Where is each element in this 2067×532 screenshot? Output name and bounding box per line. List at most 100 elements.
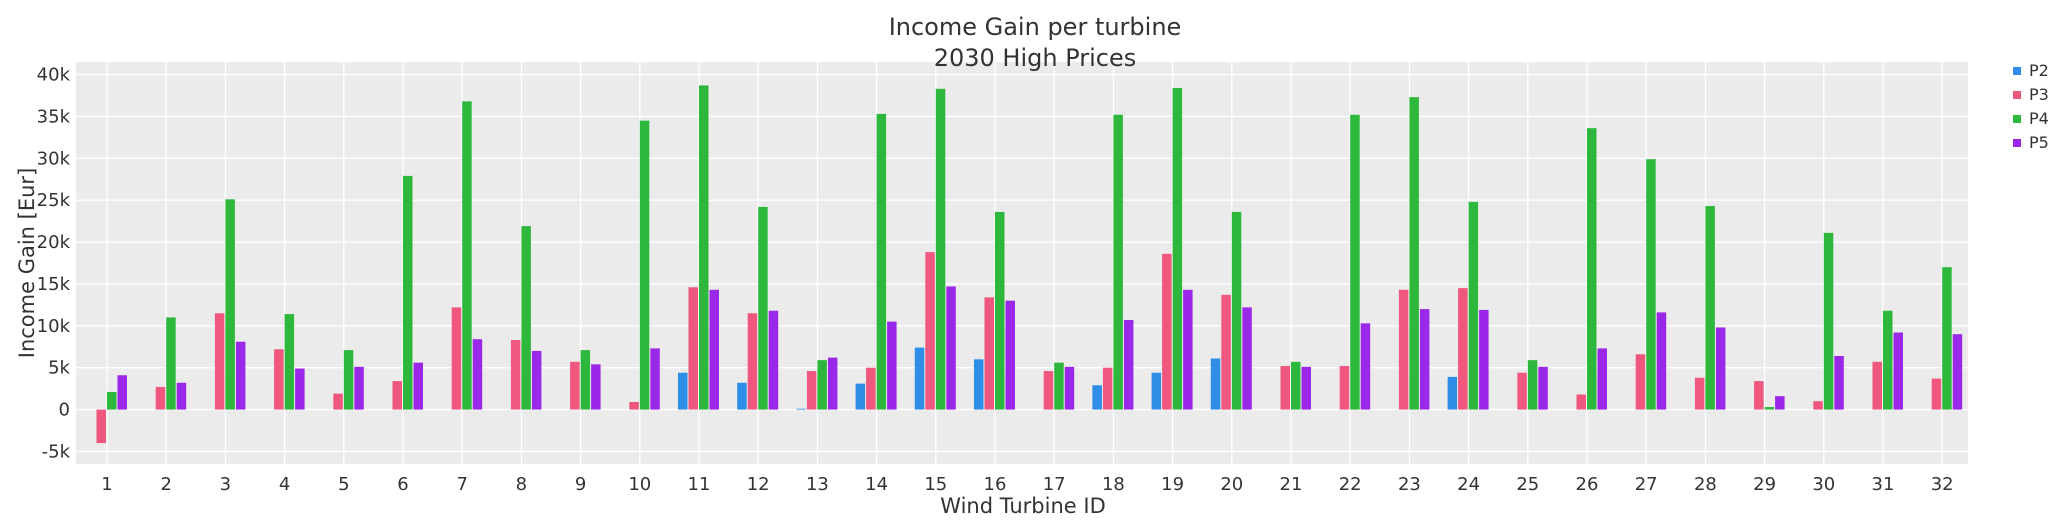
x-tick-label: 5 bbox=[338, 474, 349, 495]
x-tick-label: 31 bbox=[1872, 474, 1895, 495]
y-tick-label: 35k bbox=[37, 106, 71, 127]
bar-p4-turbine-31 bbox=[1883, 310, 1893, 410]
bar-p5-turbine-14 bbox=[887, 321, 897, 410]
bar-p4-turbine-24 bbox=[1468, 201, 1479, 410]
legend-label-p2: P2 bbox=[2029, 61, 2049, 80]
bar-p3-turbine-22 bbox=[1339, 366, 1350, 410]
legend: P2 P3 P4 P5 bbox=[2013, 61, 2049, 152]
bar-p4-turbine-8 bbox=[521, 226, 531, 410]
bar-p2-turbine-19 bbox=[1151, 372, 1162, 410]
x-tick-label: 10 bbox=[628, 474, 651, 495]
bar-p4-turbine-17 bbox=[1054, 362, 1064, 410]
bar-p4-turbine-14 bbox=[876, 113, 887, 410]
y-tick-label: 20k bbox=[37, 232, 71, 253]
bar-p4-turbine-4 bbox=[284, 314, 295, 410]
x-tick-label: 13 bbox=[806, 474, 829, 495]
bar-p4-turbine-11 bbox=[699, 85, 709, 410]
bar-p4-turbine-25 bbox=[1527, 360, 1538, 410]
x-tick-label: 27 bbox=[1635, 474, 1658, 495]
bar-p4-turbine-10 bbox=[639, 120, 650, 410]
bar-p3-turbine-11 bbox=[688, 287, 698, 410]
bars bbox=[96, 85, 1963, 444]
bar-p5-turbine-16 bbox=[1005, 300, 1015, 410]
bar-p3-turbine-3 bbox=[214, 313, 225, 410]
chart-title: Income Gain per turbine bbox=[889, 13, 1182, 41]
x-tick-labels: 1 2 3 4 5 6 7 8 9 10 11 12 13 14 15 16 17 18 19 20 21 22 23 24 2… bbox=[101, 474, 1953, 495]
bar-p5-turbine-22 bbox=[1360, 323, 1371, 410]
bar-p5-turbine-15 bbox=[946, 286, 956, 410]
x-tick-label: 24 bbox=[1457, 474, 1480, 495]
x-tick-label: 4 bbox=[279, 474, 290, 495]
x-tick-label: 25 bbox=[1516, 474, 1539, 495]
bar-p4-turbine-18 bbox=[1113, 114, 1123, 410]
x-tick-label: 7 bbox=[456, 474, 467, 495]
bar-p5-turbine-24 bbox=[1479, 309, 1489, 410]
bar-p3-turbine-12 bbox=[747, 313, 758, 410]
bar-p3-turbine-16 bbox=[984, 297, 994, 410]
bar-p4-turbine-26 bbox=[1587, 128, 1597, 410]
bar-p5-turbine-5 bbox=[354, 366, 364, 410]
x-tick-label: 14 bbox=[865, 474, 888, 495]
bar-p3-turbine-30 bbox=[1813, 401, 1823, 410]
bar-p3-turbine-29 bbox=[1754, 381, 1764, 410]
x-tick-label: 30 bbox=[1812, 474, 1835, 495]
bar-p4-turbine-1 bbox=[107, 391, 117, 410]
x-tick-label: 17 bbox=[1043, 474, 1066, 495]
y-tick-label: 25k bbox=[37, 190, 71, 211]
x-tick-label: 26 bbox=[1576, 474, 1599, 495]
x-tick-label: 29 bbox=[1753, 474, 1776, 495]
bar-p4-turbine-19 bbox=[1172, 87, 1183, 410]
bar-p3-turbine-1 bbox=[96, 409, 106, 444]
chart-subtitle: 2030 High Prices bbox=[934, 44, 1137, 72]
bar-p3-turbine-26 bbox=[1576, 394, 1586, 410]
bar-p3-turbine-21 bbox=[1280, 366, 1290, 410]
x-tick-label: 12 bbox=[747, 474, 770, 495]
bar-p4-turbine-3 bbox=[225, 199, 235, 410]
x-tick-label: 9 bbox=[575, 474, 586, 495]
legend-label-p4: P4 bbox=[2029, 109, 2049, 128]
bar-p5-turbine-13 bbox=[827, 357, 838, 410]
bar-p4-turbine-12 bbox=[758, 206, 768, 410]
bar-p5-turbine-11 bbox=[709, 289, 719, 410]
bar-p4-turbine-13 bbox=[817, 360, 827, 410]
bar-p5-turbine-10 bbox=[650, 348, 660, 410]
bar-p2-turbine-11 bbox=[678, 372, 688, 410]
y-tick-label: 40k bbox=[37, 65, 71, 86]
bar-p4-turbine-15 bbox=[935, 88, 946, 410]
bar-p3-turbine-5 bbox=[333, 393, 343, 410]
x-tick-label: 3 bbox=[220, 474, 231, 495]
bar-p3-turbine-18 bbox=[1102, 367, 1113, 410]
bar-p4-turbine-20 bbox=[1231, 211, 1242, 410]
bar-p2-turbine-18 bbox=[1092, 385, 1102, 410]
bar-p3-turbine-19 bbox=[1162, 253, 1172, 410]
legend-label-p3: P3 bbox=[2029, 85, 2049, 104]
bar-p4-turbine-23 bbox=[1409, 97, 1419, 410]
bar-p5-turbine-29 bbox=[1775, 396, 1785, 410]
bar-p4-turbine-27 bbox=[1646, 159, 1656, 410]
bar-p4-turbine-29 bbox=[1764, 407, 1775, 410]
legend-swatch-p4 bbox=[2013, 115, 2021, 123]
x-tick-label: 2 bbox=[160, 474, 171, 495]
x-tick-label: 11 bbox=[688, 474, 711, 495]
bar-p5-turbine-32 bbox=[1952, 334, 1963, 410]
y-tick-label: 15k bbox=[37, 274, 71, 295]
bar-p3-turbine-2 bbox=[155, 386, 166, 410]
x-tick-label: 16 bbox=[984, 474, 1007, 495]
bar-p2-turbine-16 bbox=[974, 359, 984, 410]
bar-p4-turbine-30 bbox=[1823, 232, 1834, 410]
bar-p4-turbine-5 bbox=[343, 350, 354, 410]
bar-p2-turbine-13 bbox=[796, 408, 806, 410]
bar-p3-turbine-31 bbox=[1872, 361, 1882, 410]
bar-p3-turbine-4 bbox=[274, 349, 284, 410]
bar-p4-turbine-21 bbox=[1291, 361, 1301, 410]
x-tick-label: 15 bbox=[924, 474, 947, 495]
bar-p3-turbine-15 bbox=[925, 252, 935, 410]
bar-p3-turbine-14 bbox=[866, 367, 876, 410]
bar-p3-turbine-32 bbox=[1931, 378, 1942, 410]
bar-p5-turbine-7 bbox=[472, 339, 483, 410]
bar-p4-turbine-6 bbox=[403, 175, 413, 410]
bar-p2-turbine-24 bbox=[1447, 376, 1458, 410]
bar-p5-turbine-8 bbox=[531, 350, 542, 410]
x-tick-label: 28 bbox=[1694, 474, 1717, 495]
